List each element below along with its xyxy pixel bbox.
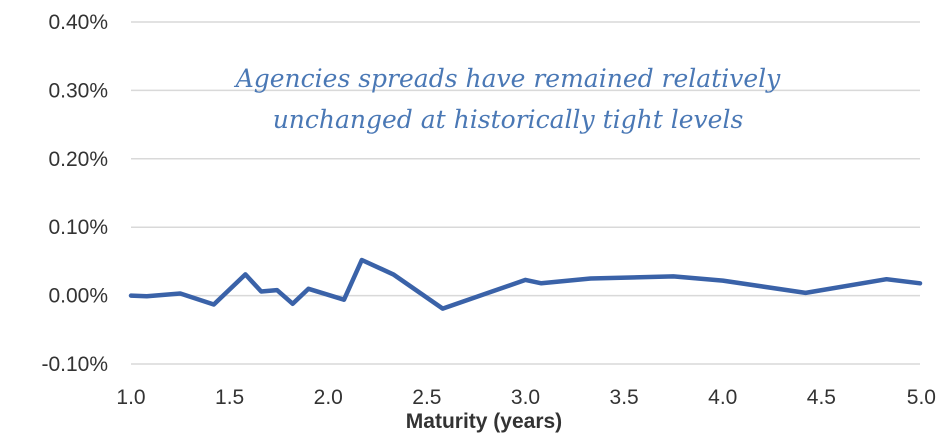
x-tick-label: 3.0	[511, 386, 540, 409]
y-tick-label: -0.10%	[41, 353, 108, 376]
y-tick-label: 0.10%	[48, 216, 108, 239]
y-tick-label: 0.20%	[48, 148, 108, 171]
y-tick-labels: -0.10% 0.00% 0.10% 0.20% 0.30% 0.40%	[41, 11, 108, 376]
annotation-line-1: Agencies spreads have remained relativel…	[234, 64, 781, 93]
x-tick-label: 1.5	[215, 386, 244, 409]
x-axis-label: Maturity (years)	[406, 410, 562, 433]
x-tick-label: 1.0	[116, 386, 145, 409]
x-tick-label: 2.0	[314, 386, 343, 409]
x-tick-label: 3.5	[610, 386, 639, 409]
gridlines	[131, 21, 920, 365]
x-tick-labels: 1.0 1.5 2.0 2.5 3.0 3.5 4.0 4.5 5.0	[116, 386, 936, 409]
series-layer	[128, 257, 923, 311]
annotation-line-2: unchanged at historically tight levels	[273, 105, 744, 134]
y-tick-label: 0.00%	[48, 285, 108, 308]
x-tick-label: 5.0	[907, 386, 936, 409]
y-tick-label: 0.40%	[48, 11, 108, 34]
series-line	[128, 257, 923, 311]
y-tick-label: 0.30%	[48, 79, 108, 102]
x-tick-label: 4.5	[807, 386, 836, 409]
x-tick-label: 2.5	[412, 386, 441, 409]
x-tick-label: 4.0	[708, 386, 737, 409]
